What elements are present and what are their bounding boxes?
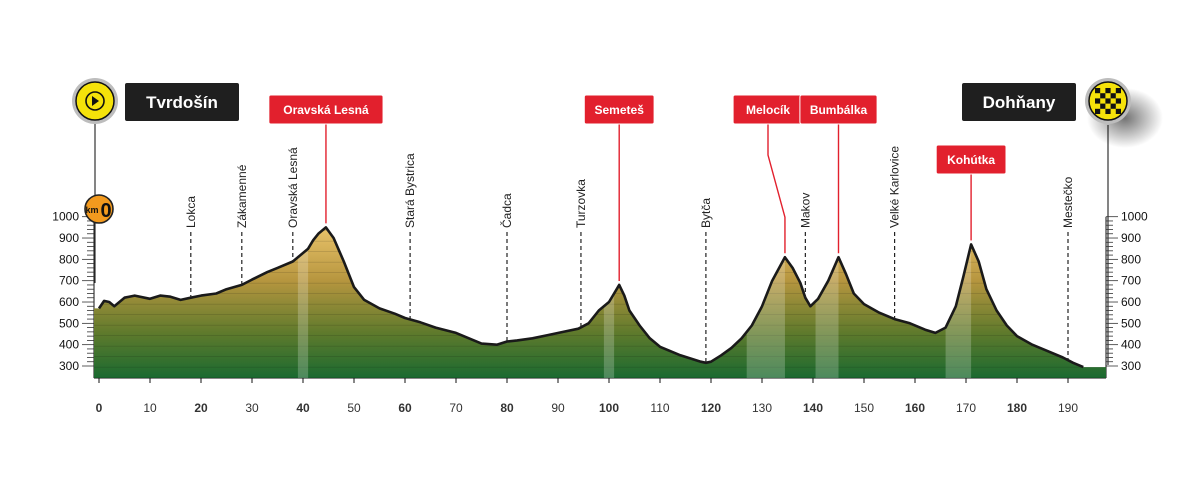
x-tick-label: 10 <box>143 401 157 415</box>
climb-label-box <box>268 94 384 125</box>
start-play-icon <box>92 96 99 106</box>
checker-square <box>1115 98 1121 104</box>
x-tick-label: 70 <box>449 401 463 415</box>
x-tick-label: 140 <box>803 401 823 415</box>
climb-leader-line <box>767 124 786 254</box>
checker-square <box>1095 88 1101 94</box>
x-tick-label: 40 <box>296 401 310 415</box>
x-tick-label: 90 <box>551 401 565 415</box>
climb-label: Oravská Lesná <box>283 103 369 117</box>
y-tick-label: 500 <box>59 316 79 330</box>
climb-label: Semeteš <box>595 103 645 117</box>
x-tick-label: 100 <box>599 401 619 415</box>
town-label: Bytča <box>699 198 713 228</box>
y-tick-label: 800 <box>1121 252 1141 266</box>
checker-square <box>1095 98 1101 104</box>
y-tick-label: 400 <box>1121 338 1141 352</box>
climb-band-2 <box>746 227 785 378</box>
finish-name-box <box>962 83 1076 121</box>
x-tick-label: 130 <box>752 401 772 415</box>
start-name-box <box>125 83 239 121</box>
y-tick-label: 500 <box>1121 316 1141 330</box>
climb-band-0 <box>297 227 309 378</box>
km-badge-circle <box>84 194 114 224</box>
y-tick-label: 600 <box>59 295 79 309</box>
y-tick-label: 700 <box>1121 274 1141 288</box>
km-badge-value: 0 <box>100 200 111 222</box>
x-tick-label: 110 <box>650 401 669 415</box>
y-tick-label: 800 <box>59 252 79 266</box>
town-label: Velké Karlovice <box>888 146 902 228</box>
y-tick-label: 1000 <box>1121 210 1148 224</box>
climb-band-3 <box>815 227 839 378</box>
y-tick-label: 700 <box>59 274 79 288</box>
checker-square <box>1100 93 1106 99</box>
start-play-ring <box>85 91 105 111</box>
climb-label-box <box>799 94 878 125</box>
x-tick-label: 30 <box>245 401 259 415</box>
climb-label: Bumbálka <box>810 103 868 117</box>
x-tick-label: 190 <box>1058 401 1078 415</box>
climb-label-box <box>935 144 1007 175</box>
y-axis-left: 300 400 500 600 700 800 900 1000 <box>52 210 95 378</box>
checker-square <box>1095 108 1101 114</box>
y-tick-label: 300 <box>59 359 79 373</box>
climb-label: Kohútka <box>947 153 995 167</box>
checker-square <box>1115 88 1121 94</box>
x-tick-label: 160 <box>905 401 925 415</box>
town-label: Čadca <box>499 193 514 228</box>
x-tick-label: 150 <box>854 401 874 415</box>
km-badge-label: km <box>85 205 98 215</box>
x-tick-label: 180 <box>1007 401 1027 415</box>
town-label: Oravská Lesná <box>286 147 300 228</box>
x-tick-label: 20 <box>194 401 208 415</box>
town-label: Makov <box>798 193 812 228</box>
y-tick-label: 900 <box>59 231 79 245</box>
town-label: Zákamenné <box>235 164 249 228</box>
climb-band-4 <box>945 227 972 378</box>
checker-square <box>1105 88 1111 94</box>
checker-square <box>1105 98 1111 104</box>
checker-square <box>1110 103 1116 109</box>
town-label: Lokca <box>184 196 198 228</box>
town-label: Turzovka <box>574 179 588 228</box>
x-tick-label: 170 <box>956 401 976 415</box>
checker-square <box>1110 93 1116 99</box>
checker-square <box>1100 103 1106 109</box>
finish-name: Dohňany <box>983 93 1056 112</box>
x-tick-label: 60 <box>398 401 412 415</box>
climb-band-1 <box>603 227 615 378</box>
y-tick-label: 300 <box>1121 359 1141 373</box>
x-tick-label: 0 <box>96 401 103 415</box>
y-tick-label: 1000 <box>52 210 79 224</box>
checker-square <box>1115 108 1121 114</box>
x-ticks: 0 10 20 30 40 50 60 70 80 90 100 110 120 130 140 150 160… <box>96 378 1078 415</box>
checkered-flag-icon <box>1095 88 1121 114</box>
y-axis-right: 300 400 500 600 700 800 900 1000 <box>1105 210 1148 378</box>
climb-label-box <box>583 94 655 125</box>
climb-label: Melocík <box>746 103 790 117</box>
y-tick-label: 900 <box>1121 231 1141 245</box>
town-markers: Lokca Zákamenné Oravská Lesná Stará Bystric… <box>184 146 1075 363</box>
checker-square <box>1105 108 1111 114</box>
climb-markers: Oravská Lesná Semeteš Melocík Bumbálka Kohút… <box>268 94 1007 281</box>
x-tick-label: 120 <box>701 401 721 415</box>
town-label: Stará Bystrica <box>403 153 417 228</box>
y-tick-label: 400 <box>59 338 79 352</box>
start-name: Tvrdošín <box>146 93 218 112</box>
x-tick-label: 80 <box>500 401 514 415</box>
y-tick-label: 600 <box>1121 295 1141 309</box>
town-label: Mestečko <box>1061 176 1075 228</box>
x-tick-label: 50 <box>347 401 361 415</box>
profile-line <box>97 226 1084 369</box>
